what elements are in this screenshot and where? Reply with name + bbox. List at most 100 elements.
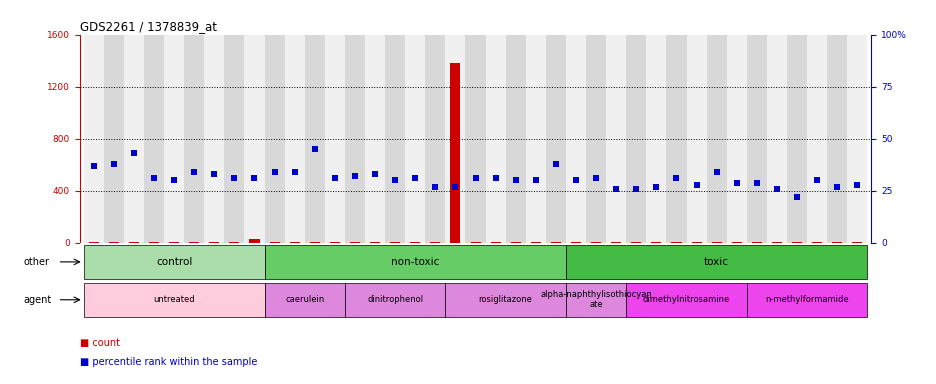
Point: [86, 163, 101, 169]
Point: [829, 184, 844, 190]
Point: [126, 150, 141, 156]
Bar: [425, 35, 445, 243]
Bar: [546, 35, 565, 243]
Bar: [746, 35, 766, 243]
Point: [768, 186, 783, 192]
Point: [849, 182, 864, 188]
Point: [227, 175, 241, 181]
Bar: [751, 242, 761, 243]
Bar: [510, 242, 520, 243]
Bar: [365, 35, 385, 243]
Point: [267, 169, 282, 175]
Point: [146, 175, 161, 181]
Bar: [671, 242, 680, 243]
Bar: [610, 242, 621, 243]
Bar: [264, 245, 565, 279]
Bar: [505, 35, 525, 243]
Bar: [310, 242, 319, 243]
Bar: [204, 35, 224, 243]
Text: rosiglitazone: rosiglitazone: [478, 295, 532, 304]
Bar: [852, 242, 861, 243]
Bar: [846, 35, 867, 243]
Bar: [806, 35, 826, 243]
Point: [307, 146, 322, 152]
Bar: [686, 35, 706, 243]
Bar: [149, 242, 159, 243]
Bar: [485, 35, 505, 243]
Point: [347, 173, 362, 179]
Bar: [329, 242, 340, 243]
Bar: [168, 242, 179, 243]
Bar: [525, 35, 546, 243]
Bar: [109, 242, 119, 243]
Bar: [229, 242, 240, 243]
Point: [447, 184, 462, 190]
Point: [649, 184, 664, 190]
Bar: [430, 242, 440, 243]
Bar: [565, 35, 585, 243]
Bar: [264, 35, 285, 243]
Bar: [249, 239, 259, 243]
Bar: [244, 35, 264, 243]
Bar: [625, 35, 646, 243]
Bar: [264, 283, 344, 317]
Point: [488, 175, 503, 181]
Bar: [746, 283, 867, 317]
Text: toxic: toxic: [704, 257, 728, 267]
Point: [167, 177, 182, 184]
Text: control: control: [155, 257, 192, 267]
Bar: [726, 35, 746, 243]
Bar: [344, 283, 445, 317]
Bar: [771, 242, 782, 243]
Bar: [370, 242, 380, 243]
Point: [327, 175, 342, 181]
Point: [467, 175, 483, 181]
Text: untreated: untreated: [154, 295, 195, 304]
Bar: [164, 35, 184, 243]
Text: dimethylnitrosamine: dimethylnitrosamine: [642, 295, 729, 304]
Point: [548, 161, 563, 167]
Bar: [625, 283, 746, 317]
Bar: [144, 35, 164, 243]
Point: [207, 171, 222, 177]
Bar: [83, 283, 264, 317]
Bar: [184, 35, 204, 243]
Bar: [691, 242, 701, 243]
Point: [789, 194, 804, 200]
Text: other: other: [23, 257, 50, 267]
Text: ■ count: ■ count: [80, 338, 120, 348]
Bar: [89, 242, 98, 243]
Bar: [349, 242, 359, 243]
Text: agent: agent: [23, 295, 51, 305]
Point: [588, 175, 603, 181]
Point: [809, 177, 824, 184]
Point: [106, 161, 121, 167]
Bar: [410, 242, 420, 243]
Text: alpha-naphthylisothiocyan
ate: alpha-naphthylisothiocyan ate: [540, 290, 651, 310]
Bar: [385, 35, 404, 243]
Bar: [124, 35, 144, 243]
Point: [186, 169, 201, 175]
Text: n-methylformamide: n-methylformamide: [765, 295, 848, 304]
Bar: [389, 242, 400, 243]
Bar: [831, 242, 841, 243]
Bar: [285, 35, 304, 243]
Point: [668, 175, 683, 181]
Bar: [83, 35, 104, 243]
Point: [428, 184, 443, 190]
Bar: [565, 245, 867, 279]
Point: [367, 171, 382, 177]
Point: [728, 179, 743, 185]
Text: caerulein: caerulein: [285, 295, 324, 304]
Bar: [404, 35, 425, 243]
Point: [407, 175, 422, 181]
Bar: [766, 35, 786, 243]
Bar: [606, 35, 625, 243]
Bar: [710, 242, 721, 243]
Bar: [565, 283, 625, 317]
Bar: [550, 242, 561, 243]
Bar: [304, 35, 325, 243]
Bar: [812, 242, 821, 243]
Bar: [786, 35, 806, 243]
Bar: [344, 35, 365, 243]
